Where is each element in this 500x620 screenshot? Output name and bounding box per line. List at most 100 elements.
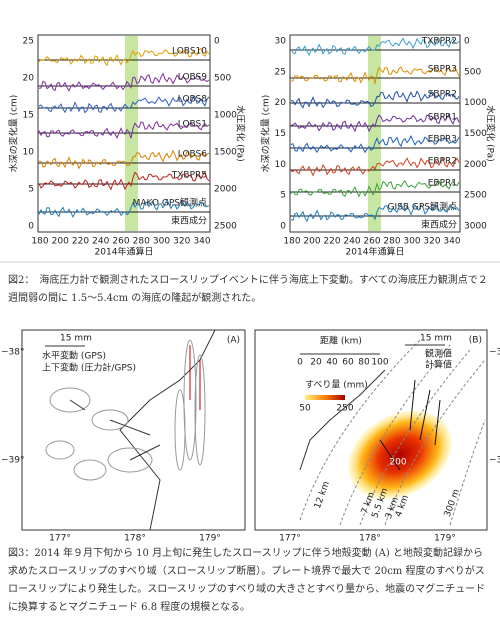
trace [290, 135, 460, 154]
y2-axis-label: 水圧変化 (Pa) [485, 105, 497, 161]
y2-tick-label: 2500 [464, 191, 487, 201]
trace [290, 156, 460, 177]
station-label: LOBS1 [178, 120, 207, 130]
panel-label: (B) [469, 336, 482, 346]
scale-label: 15 mm [420, 334, 452, 344]
x-tick-label: 300 [153, 237, 170, 247]
y-tick-label: 10 [23, 148, 35, 158]
station-label: LOBS8 [178, 95, 208, 105]
legend-label: 観測値 [425, 348, 452, 360]
trace [290, 113, 460, 133]
trace [38, 72, 210, 92]
slip-colorbar [305, 395, 345, 400]
distance-tick: 20 [310, 358, 322, 368]
x-tick-label: 340 [193, 237, 210, 247]
y2-tick-label: 2000 [464, 160, 487, 170]
station-label: SBPR2 [428, 90, 457, 100]
x-tick-label: 220 [323, 237, 340, 247]
trace [38, 47, 210, 67]
station-label: SBPR3 [428, 65, 457, 75]
x-tick-label: 300 [403, 237, 420, 247]
trace [38, 120, 210, 140]
trace [290, 90, 460, 109]
y-tick-label: 5 [280, 191, 286, 201]
sse-band [368, 36, 381, 231]
station-label: TXBPR2 [421, 37, 457, 47]
legend-label: 水平変動 (GPS) [42, 350, 106, 362]
y2-tick-label: 0 [214, 37, 220, 47]
x-tick-label: 260 [363, 237, 380, 247]
y2-tick-label: 500 [464, 67, 481, 77]
x-axis-label: 2014年通算日 [95, 246, 154, 258]
y-tick-label: 25 [23, 37, 34, 47]
y2-tick-label: 2500 [214, 222, 237, 232]
x-tick-label: 200 [52, 237, 69, 247]
depth-contours [299, 339, 486, 526]
slip-label: すべり量 (mm) [305, 380, 368, 391]
lon-label: 178° [124, 534, 146, 544]
x-tick-label: 240 [92, 237, 109, 247]
panel-label: (A) [227, 336, 240, 346]
y2-tick-label: 2000 [214, 185, 237, 195]
error-ellipses [45, 339, 206, 481]
y-tick-label: 30 [275, 37, 287, 47]
station-label: EBPR1 [428, 179, 457, 189]
caption: 図2： 海底圧力計で観測されたスロースリップイベントに伴う海底上下変動。すべての… [8, 275, 488, 304]
y2-tick-label: 0 [464, 37, 470, 47]
slip-tick: 250 [336, 404, 353, 414]
x-tick-label: 180 [31, 237, 48, 247]
y-axis-label: 水深の変化量 (cm) [8, 95, 20, 173]
station-label: SBPR1 [428, 113, 457, 123]
station-sublabel: 東西成分 [171, 215, 207, 227]
coastline [119, 329, 216, 531]
y2-tick-label: 1500 [214, 148, 237, 158]
x-tick-label: 240 [343, 237, 360, 247]
y-axis-label: 水深の変化量 (cm) [260, 95, 272, 173]
y-tick-label: 0 [280, 222, 286, 232]
scale-label: 15 mm [60, 334, 92, 344]
trace [290, 37, 460, 57]
station-label: TXBPR5 [171, 171, 207, 181]
x-tick-label: 320 [423, 237, 440, 247]
x-tick-label: 280 [133, 237, 150, 247]
x-tick-label: 320 [173, 237, 190, 247]
station-label: LOBS9 [178, 73, 208, 83]
station-label: GISB GPS観測点 [388, 201, 458, 213]
y2-tick-label: 1500 [464, 129, 487, 139]
distance-tick: 80 [358, 358, 370, 368]
lon-label: 177° [279, 534, 301, 544]
lon-label: 179° [199, 534, 221, 544]
y-tick-label: 25 [275, 67, 286, 77]
y2-tick-label: 500 [214, 74, 231, 84]
lat-label: −39° [489, 456, 500, 466]
trace [290, 66, 460, 86]
y2-tick-label: 3000 [464, 222, 487, 232]
distance-tick: 40 [326, 358, 338, 368]
y-tick-label: 0 [28, 222, 34, 232]
station-label: LOBS10 [172, 47, 207, 57]
peak-label: 200 [389, 458, 406, 468]
lon-label: 179° [434, 534, 456, 544]
y2-axis-label: 水圧変化 (Pa) [235, 105, 247, 161]
distance-tick: 0 [297, 358, 303, 368]
trace [290, 179, 460, 198]
distance-tick: 100 [371, 358, 388, 368]
station-label: MAKO GPS観測点 [133, 197, 207, 209]
x-axis-label: 2014年通算日 [346, 246, 405, 258]
trace [38, 198, 210, 219]
slip-area [348, 410, 452, 500]
slip-tick: 50 [299, 404, 311, 414]
y-tick-label: 15 [275, 129, 286, 139]
legend-label: 計算値 [425, 359, 452, 371]
distance-label: 距離 (km) [320, 335, 362, 347]
y2-tick-label: 1000 [464, 98, 487, 108]
y-tick-label: 10 [275, 160, 287, 170]
vectors [69, 345, 201, 461]
x-tick-label: 260 [112, 237, 129, 247]
lat-label: −39° [1, 456, 25, 466]
lat-label: −38° [489, 348, 500, 358]
x-tick-label: 220 [72, 237, 89, 247]
y-tick-label: 20 [23, 74, 35, 84]
